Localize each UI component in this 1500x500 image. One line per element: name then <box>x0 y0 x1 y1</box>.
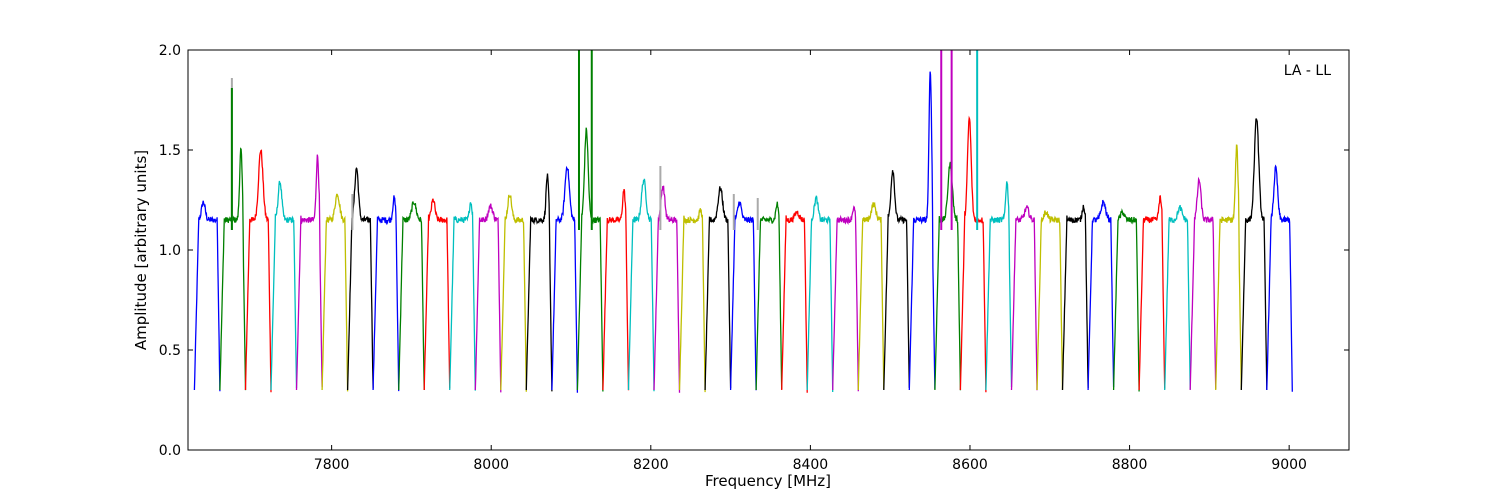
y-axis-label: Amplitude [arbitrary units] <box>132 150 150 350</box>
y-tick-label: 0.5 <box>159 343 181 359</box>
band-series-line <box>1112 208 1140 392</box>
x-tick-label: 8200 <box>633 457 669 473</box>
band-series-line <box>729 201 757 391</box>
band-series-line <box>653 185 681 393</box>
band-series-line <box>1010 205 1038 391</box>
band-series-line <box>934 161 962 391</box>
x-axis-label: Frequency [MHz] <box>705 472 831 490</box>
x-tick-label: 8600 <box>952 457 988 473</box>
band-series-line <box>755 201 783 391</box>
band-series-line <box>627 178 655 392</box>
band-series-line <box>678 208 706 393</box>
y-tick-label: 0.0 <box>159 443 181 459</box>
x-tick-label: 8800 <box>1112 457 1148 473</box>
band-series-line <box>857 202 885 391</box>
band-series-line <box>270 180 298 391</box>
band-series-line <box>372 195 400 392</box>
band-series-line <box>1036 210 1064 391</box>
band-series-line <box>551 165 579 393</box>
annotation-label: LA - LL <box>1284 63 1331 79</box>
band-series-line <box>1138 195 1166 391</box>
band-series-line <box>1061 204 1089 391</box>
y-tick-label: 2.0 <box>159 43 181 59</box>
band-series-line <box>423 198 451 391</box>
band-series-line <box>1266 164 1293 392</box>
band-series-line <box>959 115 987 393</box>
band-series-line <box>1164 204 1191 391</box>
band-series-line <box>244 149 272 393</box>
band-series-line <box>985 181 1013 391</box>
band-series-line <box>500 194 527 392</box>
band-series-line <box>1087 199 1115 391</box>
band-series-line <box>806 195 834 393</box>
band-series-line <box>321 193 349 392</box>
x-tick-label: 9000 <box>1271 457 1307 473</box>
x-tick-label: 8000 <box>473 457 509 473</box>
band-series-line <box>576 127 604 392</box>
band-series-line <box>1215 144 1242 391</box>
x-tick-label: 8400 <box>793 457 829 473</box>
band-series-line <box>449 202 476 391</box>
band-series-line <box>832 205 859 392</box>
series-layer <box>193 50 1293 393</box>
band-series-line <box>193 200 221 392</box>
band-series-line <box>704 186 732 391</box>
y-tick-label: 1.5 <box>159 143 181 159</box>
band-series-line <box>883 170 910 391</box>
tick-layer: 7800 8000 8200 8400 8600 8800 9000 0.0 0.5 1.0 1.5… <box>159 43 1349 473</box>
x-tick-label: 7800 <box>314 457 350 473</box>
band-series-line <box>295 154 323 391</box>
band-series-line <box>398 201 425 391</box>
band-series-line <box>1189 176 1217 391</box>
band-series-line <box>525 173 553 392</box>
plot-area <box>188 50 1349 450</box>
band-series-line <box>908 71 936 391</box>
band-series-line <box>602 188 630 391</box>
band-series-line <box>474 203 502 393</box>
band-series-line <box>1240 118 1268 391</box>
band-series-line <box>781 210 808 393</box>
y-tick-label: 1.0 <box>159 243 181 259</box>
